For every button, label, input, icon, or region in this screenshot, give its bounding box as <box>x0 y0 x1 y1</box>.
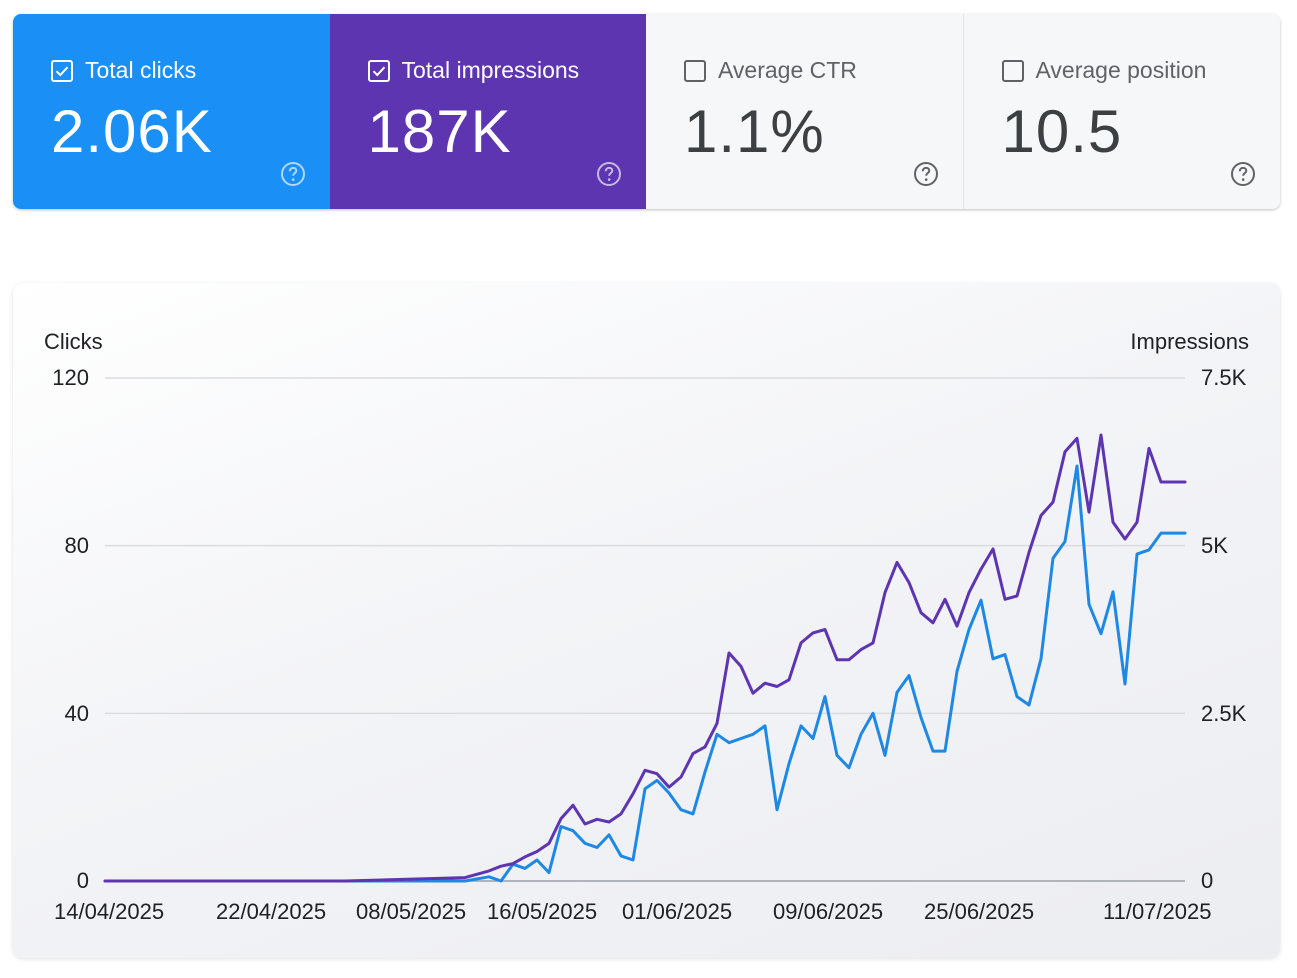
average-position-card[interactable]: Average position 10.5 <box>962 14 1280 209</box>
checkbox-icon[interactable] <box>1001 59 1024 82</box>
total-impressions-header: Total impressions <box>367 57 580 84</box>
x-tick-label: 25/06/2025 <box>924 899 1035 924</box>
total-impressions-value: 187K <box>367 98 512 165</box>
checkbox-icon[interactable] <box>684 59 706 82</box>
x-tick-label: 08/05/2025 <box>356 899 467 924</box>
help-circle-icon[interactable] <box>280 161 306 187</box>
total-clicks-card[interactable]: Total clicks 2.06K <box>13 14 330 209</box>
right-axis-title: Impressions <box>1130 329 1249 354</box>
left-tick-label: 40 <box>64 701 89 726</box>
clicks-series-line <box>103 464 1187 883</box>
total-impressions-card[interactable]: Total impressions 187K <box>329 14 646 209</box>
checkbox-icon[interactable] <box>51 59 73 82</box>
x-tick-label: 11/07/2025 <box>1103 899 1212 924</box>
left-tick-label: 120 <box>52 365 89 390</box>
right-tick-label: 0 <box>1201 868 1214 893</box>
performance-chart-panel: Clicks Impressions 120 80 40 0 7.5K 5K 2… <box>13 283 1280 958</box>
right-tick-label: 5K <box>1201 533 1228 558</box>
help-circle-icon[interactable] <box>913 161 939 187</box>
total-clicks-label: Total clicks <box>85 57 197 83</box>
total-impressions-label: Total impressions <box>401 57 580 83</box>
metric-cards: Total clicks 2.06K Total impressions 187… <box>13 14 1280 209</box>
x-tick-label: 14/04/2025 <box>54 899 165 924</box>
average-ctr-value: 1.1% <box>684 98 825 165</box>
help-circle-icon[interactable] <box>1230 161 1256 187</box>
average-position-header: Average position <box>1001 57 1207 84</box>
x-tick-label: 09/06/2025 <box>773 899 884 924</box>
average-position-label: Average position <box>1035 57 1207 83</box>
total-clicks-header: Total clicks <box>51 57 196 84</box>
left-tick-label: 0 <box>76 868 89 893</box>
average-ctr-header: Average CTR <box>684 57 857 84</box>
average-position-value: 10.5 <box>1001 98 1123 165</box>
left-tick-label: 80 <box>64 533 89 558</box>
total-clicks-value: 2.06K <box>51 98 213 165</box>
left-axis-title: Clicks <box>44 329 103 354</box>
average-ctr-label: Average CTR <box>718 57 857 83</box>
x-tick-label: 16/05/2025 <box>487 899 598 924</box>
right-tick-label: 7.5K <box>1201 365 1247 390</box>
line-chart-plot <box>103 377 1187 883</box>
checkbox-icon[interactable] <box>367 59 390 82</box>
help-circle-icon[interactable] <box>596 161 622 187</box>
x-tick-label: 22/04/2025 <box>216 899 327 924</box>
average-ctr-card[interactable]: Average CTR 1.1% <box>646 14 963 209</box>
x-tick-label: 01/06/2025 <box>622 899 733 924</box>
impressions-series-line <box>103 433 1187 883</box>
right-tick-label: 2.5K <box>1201 701 1247 726</box>
